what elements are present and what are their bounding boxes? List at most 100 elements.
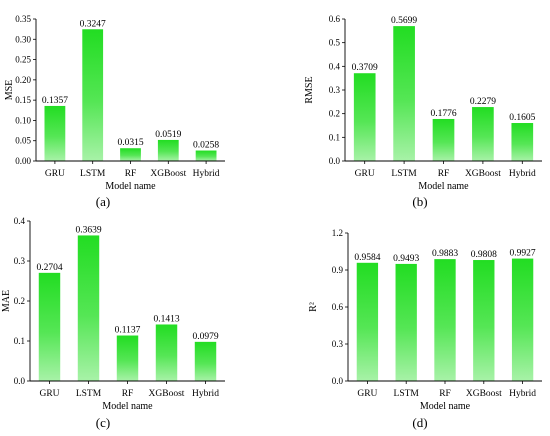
bar-lstm bbox=[393, 26, 415, 162]
y-tick-label: 1.2 bbox=[332, 228, 343, 238]
y-tick-label: 0.3 bbox=[332, 339, 344, 349]
panel-label: (b) bbox=[412, 194, 427, 209]
y-tick-label: 0.3 bbox=[14, 256, 26, 266]
bar-lstm bbox=[77, 235, 100, 381]
x-tick-label-gru: GRU bbox=[357, 389, 377, 399]
y-tick-label: 0.00 bbox=[15, 156, 31, 166]
data-label-xgboost: 0.2279 bbox=[470, 97, 496, 107]
y-tick-label: 0.9 bbox=[332, 265, 344, 275]
bar-xgboost bbox=[472, 107, 494, 161]
y-axis-title: MAE bbox=[1, 290, 12, 312]
x-tick-label-rf: RF bbox=[438, 169, 450, 179]
y-tick-label: 0.15 bbox=[15, 95, 31, 105]
panel-label: (a) bbox=[96, 194, 110, 209]
data-label-rf: 0.9883 bbox=[432, 249, 458, 259]
x-tick-label-gru: GRU bbox=[45, 169, 65, 179]
x-tick-label-rf: RF bbox=[439, 389, 451, 399]
data-label-rf: 0.1137 bbox=[115, 326, 141, 336]
x-axis-title: Model name bbox=[105, 181, 156, 192]
y-tick-label: 0.0 bbox=[332, 376, 344, 386]
y-tick-label: 0.05 bbox=[15, 136, 31, 146]
y-tick-label: 0.2 bbox=[329, 109, 340, 119]
y-axis-title: R² bbox=[308, 302, 319, 312]
y-tick-label: 0.2 bbox=[14, 296, 25, 306]
bar-hybrid bbox=[195, 150, 217, 161]
bar-rf bbox=[116, 335, 139, 381]
data-label-xgboost: 0.9808 bbox=[471, 250, 497, 260]
x-tick-label-lstm: LSTM bbox=[394, 389, 420, 399]
data-label-gru: 0.2704 bbox=[36, 263, 62, 273]
x-tick-label-rf: RF bbox=[125, 169, 137, 179]
data-label-gru: 0.1357 bbox=[42, 96, 68, 106]
x-tick-label-gru: GRU bbox=[355, 169, 375, 179]
panel-label: (c) bbox=[96, 415, 110, 430]
bar-xgboost bbox=[473, 260, 495, 381]
data-label-hybrid: 0.0258 bbox=[193, 141, 219, 151]
data-label-rf: 0.0315 bbox=[117, 138, 143, 148]
bar-xgboost bbox=[157, 139, 179, 161]
x-tick-label-hybrid: Hybrid bbox=[509, 169, 536, 179]
data-label-lstm: 0.3247 bbox=[80, 19, 106, 29]
chart-panel-1: 0.1357 GRU 0.3247 LSTM 0.0315 RF 0.0519 XGBoost… bbox=[4, 14, 225, 209]
y-tick-label: 0.20 bbox=[15, 75, 31, 85]
chart-panel-3: 0.2704 GRU 0.3639 LSTM 0.1137 RF 0.1413 XGBoost… bbox=[1, 216, 225, 430]
bar-lstm bbox=[395, 263, 417, 381]
data-label-hybrid: 0.9927 bbox=[510, 249, 536, 259]
bar-gru bbox=[44, 105, 66, 161]
bar-rf bbox=[434, 259, 456, 381]
y-tick-label: 0.10 bbox=[15, 115, 31, 125]
bar-gru bbox=[353, 73, 376, 161]
y-axis-title: MSE bbox=[4, 80, 15, 101]
y-tick-label: 0.0 bbox=[329, 156, 341, 166]
y-tick-label: 0.3 bbox=[329, 85, 341, 95]
data-label-lstm: 0.5699 bbox=[391, 16, 417, 26]
bar-lstm bbox=[82, 29, 104, 162]
bar-gru bbox=[38, 272, 61, 381]
bar-rf bbox=[120, 148, 141, 161]
bar-xgboost bbox=[155, 324, 178, 381]
bar-rf bbox=[432, 118, 455, 161]
x-tick-label-xgboost: XGBoost bbox=[465, 169, 501, 179]
bar-hybrid bbox=[511, 258, 534, 381]
y-tick-label: 0.6 bbox=[329, 14, 341, 24]
x-tick-label-hybrid: Hybrid bbox=[509, 389, 536, 399]
bar-hybrid bbox=[194, 341, 217, 381]
x-tick-label-lstm: LSTM bbox=[80, 169, 106, 179]
bar-gru bbox=[356, 262, 379, 381]
y-axis-title: RMSE bbox=[304, 76, 315, 103]
data-label-rf: 0.1776 bbox=[430, 109, 456, 119]
y-tick-label: 0.4 bbox=[14, 216, 26, 226]
x-tick-label-hybrid: Hybrid bbox=[192, 389, 219, 399]
y-tick-label: 0.1 bbox=[14, 336, 25, 346]
y-tick-label: 0.1 bbox=[329, 132, 340, 142]
x-tick-label-xgboost: XGBoost bbox=[150, 169, 186, 179]
x-tick-label-xgboost: XGBoost bbox=[466, 389, 502, 399]
y-tick-label: 0.25 bbox=[15, 55, 31, 65]
bar-hybrid bbox=[511, 123, 534, 161]
y-tick-label: 0.5 bbox=[329, 38, 341, 48]
x-tick-label-gru: GRU bbox=[39, 389, 59, 399]
y-tick-label: 0.6 bbox=[332, 302, 344, 312]
y-tick-label: 0.0 bbox=[14, 376, 26, 386]
data-label-lstm: 0.3639 bbox=[75, 225, 101, 235]
data-label-xgboost: 0.0519 bbox=[155, 130, 181, 140]
chart-panel-2: 0.3709 GRU 0.5699 LSTM 0.1776 RF 0.2279 XGBoost… bbox=[304, 14, 542, 209]
x-axis-title: Model name bbox=[418, 181, 469, 192]
data-label-xgboost: 0.1413 bbox=[153, 314, 179, 324]
x-tick-label-lstm: LSTM bbox=[76, 389, 102, 399]
data-label-gru: 0.3709 bbox=[352, 63, 378, 73]
x-axis-title: Model name bbox=[420, 401, 471, 412]
chart-panel-4: 0.9584 GRU 0.9493 LSTM 0.9883 RF 0.9808 XGBoost… bbox=[308, 228, 542, 430]
y-tick-label: 0.4 bbox=[329, 61, 341, 71]
data-label-hybrid: 0.1605 bbox=[509, 113, 535, 123]
x-tick-label-rf: RF bbox=[122, 389, 134, 399]
y-tick-label: 0.30 bbox=[15, 34, 31, 44]
x-axis-title: Model name bbox=[102, 401, 153, 412]
panel-label: (d) bbox=[412, 415, 427, 430]
x-tick-label-xgboost: XGBoost bbox=[149, 389, 185, 399]
x-tick-label-lstm: LSTM bbox=[391, 169, 417, 179]
data-label-lstm: 0.9493 bbox=[393, 254, 419, 264]
x-tick-label-hybrid: Hybrid bbox=[193, 169, 220, 179]
data-label-gru: 0.9584 bbox=[354, 253, 380, 263]
